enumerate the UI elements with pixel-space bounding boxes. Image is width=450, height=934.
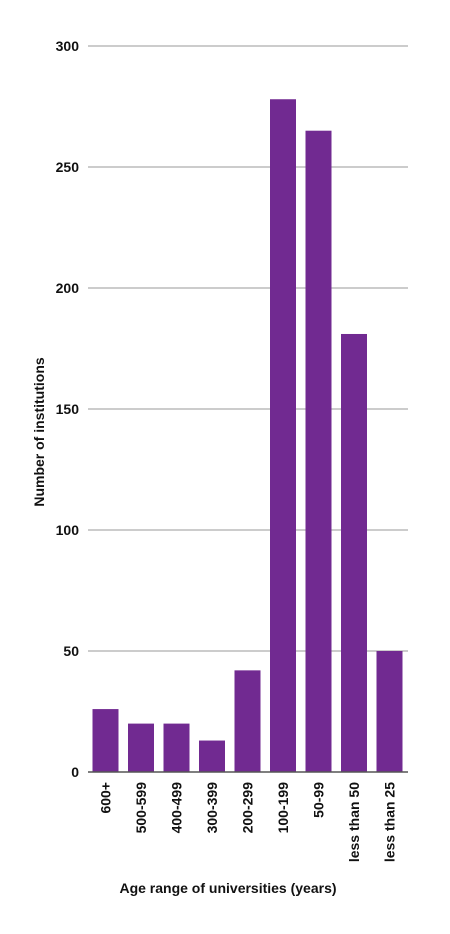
bar bbox=[376, 651, 403, 772]
x-tick-label: 100-199 bbox=[275, 782, 291, 834]
x-tick-label: 600+ bbox=[98, 782, 114, 814]
y-tick-label: 100 bbox=[56, 522, 80, 538]
bar bbox=[270, 99, 296, 773]
bar bbox=[128, 723, 154, 772]
bar bbox=[199, 740, 225, 772]
x-tick-label: 400-499 bbox=[169, 782, 185, 834]
y-tick-label: 300 bbox=[56, 38, 80, 54]
x-tick-label: 300-399 bbox=[204, 782, 220, 834]
y-tick-labels: 0 50 100 150 200 250 300 bbox=[56, 38, 80, 780]
x-tick-label: 500-599 bbox=[133, 782, 149, 834]
bar bbox=[341, 333, 367, 772]
bar bbox=[234, 670, 261, 772]
bar bbox=[163, 723, 190, 772]
y-tick-label: 50 bbox=[63, 643, 79, 659]
x-tick-label: 200-299 bbox=[240, 782, 256, 834]
x-axis-title: Age range of universities (years) bbox=[119, 880, 336, 896]
x-tick-label: less than 50 bbox=[346, 782, 362, 862]
x-tick-label: less than 25 bbox=[382, 782, 398, 862]
y-tick-label: 200 bbox=[56, 280, 80, 296]
y-axis-title: Number of institutions bbox=[31, 357, 47, 507]
x-tick-labels: 600+ 500-599 400-499 300-399 200-299 100-199 5… bbox=[98, 782, 398, 862]
y-tick-label: 150 bbox=[56, 401, 80, 417]
bar bbox=[305, 130, 332, 772]
y-tick-label: 250 bbox=[56, 159, 80, 175]
y-tick-label: 0 bbox=[71, 764, 79, 780]
bars bbox=[92, 99, 403, 773]
x-tick-label: 50-99 bbox=[311, 782, 327, 818]
bar bbox=[92, 709, 119, 772]
